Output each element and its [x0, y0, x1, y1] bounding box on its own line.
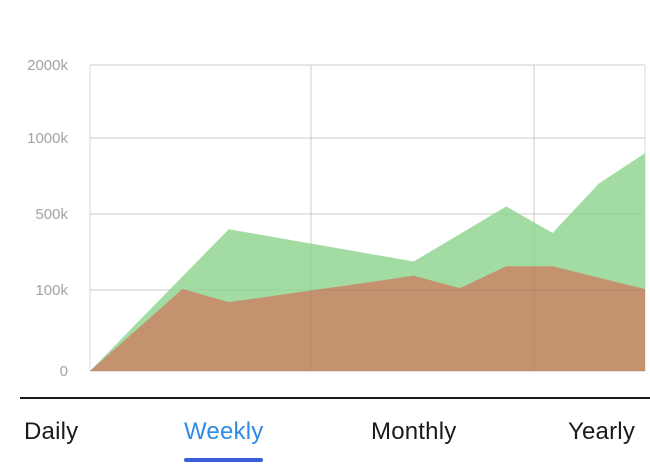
- area-chart: 0 100k 500k 1000k 2000k: [27, 57, 646, 380]
- y-tick-label: 1000k: [27, 130, 68, 147]
- divider-line: [20, 397, 650, 399]
- tab-monthly[interactable]: Monthly: [371, 418, 457, 445]
- tab-yearly[interactable]: Yearly: [568, 418, 636, 445]
- area-series: [90, 64, 645, 372]
- area-series-2: [90, 266, 645, 371]
- y-axis-ticks: 0 100k 500k 1000k 2000k: [27, 57, 68, 380]
- tab-daily[interactable]: Daily: [24, 418, 79, 445]
- period-tabs: Daily Weekly Monthly Yearly: [0, 418, 650, 464]
- tab-weekly[interactable]: Weekly: [184, 418, 264, 462]
- y-tick-label: 2000k: [27, 57, 68, 74]
- y-tick-label: 0: [60, 363, 68, 380]
- y-tick-label: 100k: [35, 282, 68, 299]
- y-tick-label: 500k: [35, 206, 68, 223]
